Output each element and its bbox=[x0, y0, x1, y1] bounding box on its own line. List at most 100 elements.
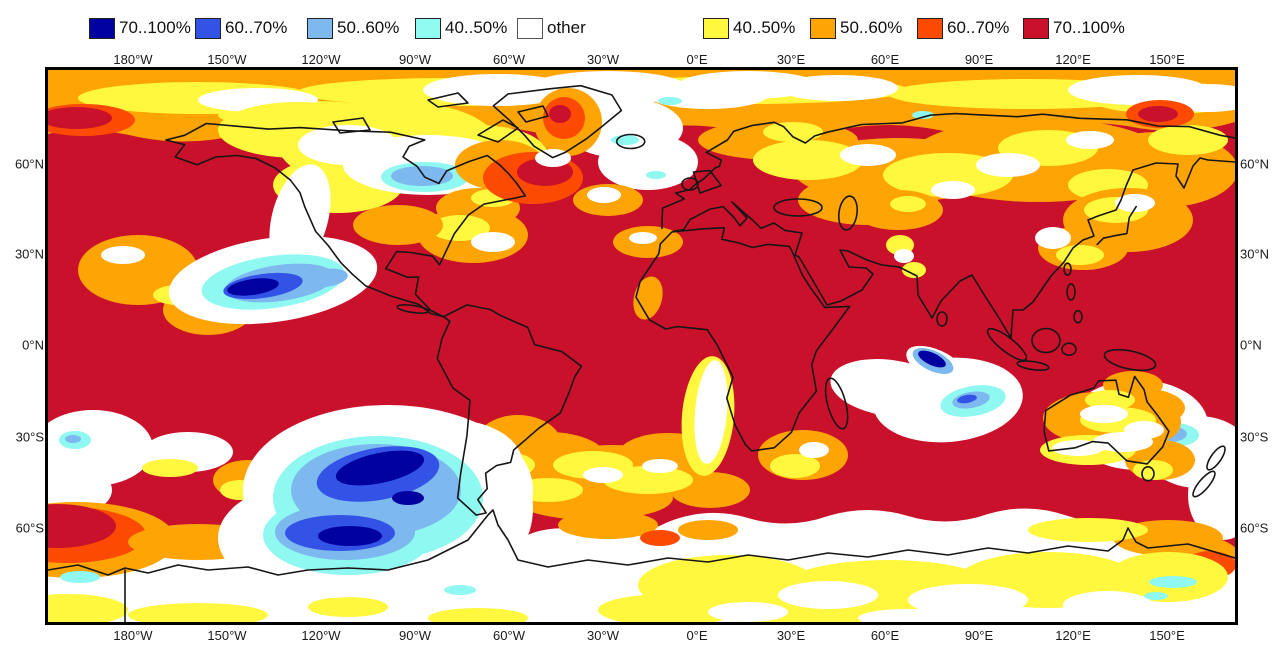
coastline bbox=[1103, 348, 1157, 372]
coastline bbox=[1066, 283, 1076, 301]
coastline bbox=[1192, 470, 1216, 498]
lon-tick-label: 90°E bbox=[964, 52, 994, 67]
map-region bbox=[658, 97, 682, 105]
map-region bbox=[1028, 518, 1148, 542]
lat-tick-label: 60°N bbox=[14, 156, 44, 172]
lon-tick-label: 90°W bbox=[399, 52, 431, 67]
map-region bbox=[549, 105, 571, 123]
map-region bbox=[227, 278, 279, 296]
lat-tick-label: 30°N bbox=[1240, 246, 1270, 262]
lon-tick-label: 150°W bbox=[207, 52, 247, 67]
map-region bbox=[633, 276, 663, 320]
map-svg bbox=[48, 70, 1235, 622]
lon-tick-label: 120°W bbox=[301, 628, 341, 643]
map-region bbox=[1188, 450, 1235, 540]
map-region bbox=[583, 467, 623, 483]
legend-label: 60..70% bbox=[947, 18, 1010, 37]
map-region bbox=[318, 526, 382, 546]
map-region bbox=[912, 111, 934, 119]
map-region bbox=[642, 459, 678, 473]
lon-tick-label: 120°E bbox=[1055, 628, 1091, 643]
coastline bbox=[517, 105, 549, 123]
map-region bbox=[957, 394, 977, 404]
map-plot-area bbox=[45, 67, 1238, 625]
legend-label: 50..60% bbox=[840, 18, 903, 37]
lat-tick-label: 60°S bbox=[15, 520, 44, 536]
lon-tick-label: 150°E bbox=[1149, 628, 1185, 643]
map-region bbox=[1052, 440, 1104, 456]
map-region bbox=[858, 609, 958, 622]
map-region bbox=[830, 359, 950, 417]
coastline bbox=[615, 133, 646, 150]
legend-swatch bbox=[307, 17, 333, 39]
legend-label: 70..100% bbox=[1053, 18, 1125, 37]
legend-label: 50..60% bbox=[337, 18, 400, 37]
coastline bbox=[837, 195, 859, 231]
coastline bbox=[1043, 375, 1170, 465]
coastline bbox=[672, 157, 1235, 339]
lat-tick-label: 0°N bbox=[22, 337, 44, 353]
map-region bbox=[558, 511, 658, 539]
coastline bbox=[1141, 465, 1155, 482]
map-region bbox=[902, 262, 926, 278]
lon-tick-label: 90°W bbox=[399, 628, 431, 643]
legend-label: other bbox=[547, 18, 586, 37]
legend-swatch bbox=[703, 17, 729, 39]
map-region bbox=[142, 459, 198, 477]
map-region bbox=[908, 584, 1028, 616]
legend-swatch bbox=[195, 17, 221, 39]
lon-tick-label: 120°E bbox=[1055, 52, 1091, 67]
map-region bbox=[763, 122, 823, 142]
legend-item: 40..50% bbox=[415, 16, 507, 40]
map-region bbox=[471, 232, 515, 252]
map-region bbox=[976, 153, 1040, 177]
legend-swatch bbox=[89, 17, 115, 39]
legend-swatch bbox=[917, 17, 943, 39]
lon-tick-label: 180°W bbox=[113, 628, 153, 643]
map-region bbox=[128, 603, 268, 622]
map-region bbox=[708, 602, 788, 622]
coastline bbox=[773, 198, 823, 217]
lon-tick-label: 0°E bbox=[686, 52, 708, 67]
map-region bbox=[1056, 245, 1104, 265]
map-region bbox=[646, 171, 666, 179]
coastline bbox=[1016, 360, 1050, 371]
lon-tick-label: 30°W bbox=[587, 628, 619, 643]
lon-tick-label: 30°E bbox=[776, 52, 806, 67]
lat-tick-label: 30°N bbox=[14, 246, 44, 262]
map-region bbox=[1063, 591, 1153, 619]
lon-tick-label: 60°E bbox=[870, 52, 900, 67]
map-region bbox=[611, 135, 639, 145]
map-region bbox=[65, 435, 81, 443]
map-region bbox=[391, 166, 453, 186]
map-region bbox=[1149, 576, 1197, 588]
lon-tick-label: 150°W bbox=[207, 628, 247, 643]
map-region bbox=[308, 597, 388, 617]
map-region bbox=[428, 608, 528, 622]
map-region bbox=[1138, 106, 1178, 122]
legend-label: 60..70% bbox=[225, 18, 288, 37]
map-region bbox=[101, 246, 145, 264]
map-region bbox=[1115, 194, 1155, 212]
legend-item: other bbox=[517, 16, 586, 40]
legend-item: 50..60% bbox=[307, 16, 399, 40]
map-region bbox=[335, 450, 425, 486]
map-region bbox=[1035, 227, 1071, 249]
coastline bbox=[1096, 205, 1137, 246]
map-region bbox=[1148, 125, 1228, 155]
map-region bbox=[894, 249, 914, 263]
coastline bbox=[824, 377, 849, 430]
map-region bbox=[1093, 432, 1153, 452]
coastline bbox=[1206, 445, 1226, 471]
map-region bbox=[444, 585, 476, 595]
legend-swatch bbox=[1023, 17, 1049, 39]
map-region bbox=[694, 360, 728, 464]
lon-tick-label: 120°W bbox=[301, 52, 341, 67]
map-region bbox=[48, 594, 128, 622]
legend-swatch bbox=[415, 17, 441, 39]
map-region bbox=[931, 181, 975, 199]
map-region bbox=[890, 196, 926, 212]
lon-tick-label: 180°W bbox=[113, 52, 153, 67]
map-region bbox=[770, 454, 820, 478]
